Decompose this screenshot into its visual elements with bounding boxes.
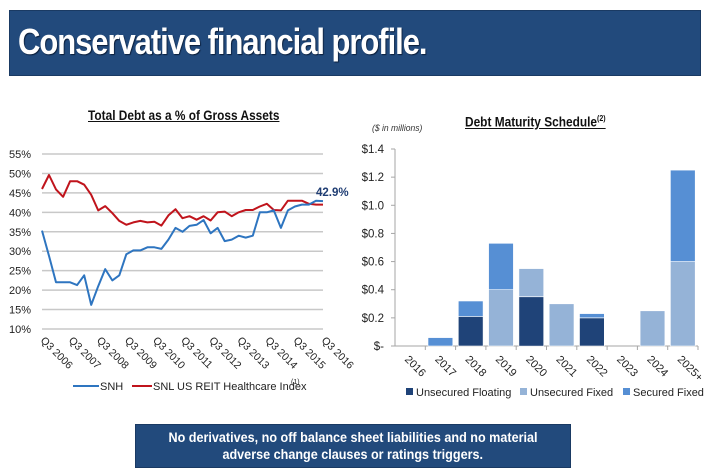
y-tick-label: 40% — [9, 207, 31, 219]
bar-chart: $1.4$1.2$1.0$0.8$0.6$0.4$0.2$-2016 2017 20… — [362, 144, 705, 399]
footer-line-1: No derivatives, no off balance sheet lia… — [168, 429, 538, 445]
x-tick-label: 2024 — [644, 354, 670, 380]
legend-swatch — [623, 388, 630, 395]
bar-segment — [518, 296, 544, 347]
bar-segment — [579, 313, 605, 319]
y-tick-label: 15% — [9, 305, 31, 317]
line-chart-title-text: Total Debt as a % of Gross Assets — [88, 108, 280, 123]
y-tick-label: 45% — [9, 188, 31, 200]
legend-label: Secured Fixed — [633, 387, 704, 399]
y-tick-label: 50% — [9, 168, 31, 180]
bar-segment — [579, 317, 605, 347]
y-tick-label: $1.2 — [362, 172, 384, 184]
legend-label: Unsecured Floating — [416, 387, 511, 399]
y-tick-label: $0.8 — [362, 228, 384, 240]
line-chart: 55%50%45%40%35%30%25%20%15%10%Q3 2006Q3 … — [9, 149, 356, 393]
footer-line-2: adverse change clauses or ratings trigge… — [222, 446, 484, 462]
bar-segment — [639, 310, 666, 347]
bar-segment — [488, 289, 514, 347]
line-chart-title: Total Debt as a % of Gross Assets — [88, 108, 279, 123]
footer-banner: No derivatives, no off balance sheet lia… — [135, 424, 571, 468]
last-value-label: 42.9% — [316, 187, 349, 199]
title-banner: Conservative financial profile. — [9, 10, 701, 76]
x-tick-label: 2020 — [523, 354, 549, 380]
y-tick-label: $0.2 — [362, 313, 384, 325]
bar-chart-title-text: Debt Maturity Schedule — [465, 114, 598, 130]
bar-segment — [518, 268, 544, 298]
bar-segment — [458, 300, 484, 317]
x-tick-label: 2019 — [493, 354, 519, 380]
bar-chart-title: Debt Maturity Schedule(2) — [465, 114, 606, 130]
x-tick-label: 2016 — [402, 354, 428, 380]
units-note: ($ in millions) — [372, 123, 423, 134]
x-tick-label: 2022 — [584, 354, 610, 380]
y-tick-label: $- — [374, 341, 384, 353]
snh-series-line — [41, 199, 324, 306]
x-tick-label: 2017 — [432, 354, 458, 380]
y-tick-label: 55% — [9, 149, 31, 161]
y-tick-label: $1.0 — [362, 200, 384, 212]
legend-label-index: SNL US REIT Healthcare Index — [153, 381, 307, 393]
y-tick-label: 25% — [9, 266, 31, 278]
bar-segment — [548, 303, 575, 347]
bar-chart-title-footnote: (2) — [597, 114, 606, 123]
bar-segment — [670, 169, 696, 262]
y-tick-label: 10% — [9, 324, 31, 336]
x-tick-label: 2025+ — [675, 354, 705, 384]
legend-footnote-index: (1) — [291, 379, 300, 386]
index-series-line — [41, 174, 323, 227]
legend-label: Unsecured Fixed — [530, 387, 613, 399]
legend-swatch — [520, 388, 527, 395]
page-title: Conservative financial profile. — [18, 21, 428, 62]
y-tick-label: $0.4 — [362, 285, 385, 297]
bar-segment — [488, 243, 514, 291]
x-tick-label: 2018 — [463, 354, 489, 380]
legend-label-snh: SNH — [100, 381, 123, 393]
bar-segment — [670, 261, 696, 347]
y-tick-label: 20% — [9, 285, 31, 297]
bar-segment — [427, 337, 454, 347]
x-tick-label: 2021 — [554, 354, 580, 380]
y-tick-label: 30% — [9, 246, 31, 258]
y-tick-label: $1.4 — [362, 144, 385, 156]
x-tick-label: 2023 — [614, 354, 640, 380]
bar-segment — [458, 316, 484, 347]
y-tick-label: 35% — [9, 227, 31, 239]
y-tick-label: $0.6 — [362, 257, 384, 269]
legend-swatch — [406, 388, 413, 395]
